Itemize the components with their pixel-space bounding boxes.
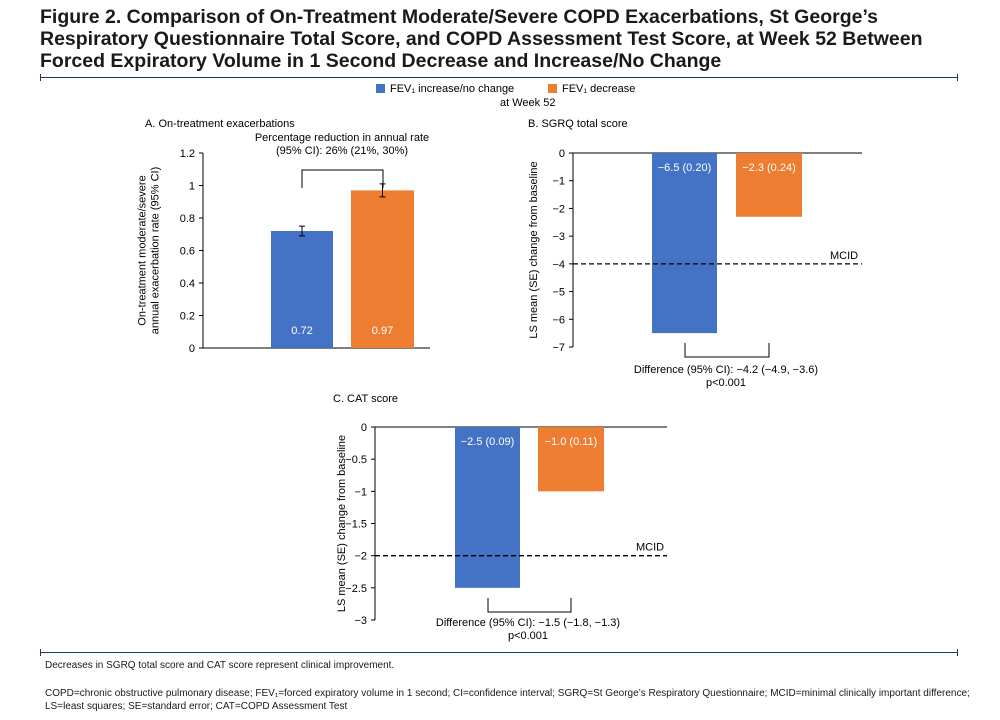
charts-canvas: A. On-treatment exacerbations 0 0.2 0.4 0.6 0… <box>137 118 862 642</box>
mcid-label-b: MCID <box>830 250 858 262</box>
annotation-a: (95% CI): 26% (21%, 30%) <box>276 145 408 157</box>
y-tick-label-b: −7 <box>552 342 565 354</box>
bar-b-decrease <box>736 153 802 217</box>
y-tick-label-c: −1.5 <box>345 519 367 531</box>
y-tick-label-c: −2 <box>354 551 367 563</box>
legend-swatch-orange <box>548 84 557 93</box>
legend-swatch-blue <box>376 84 385 93</box>
comparison-bracket-b <box>684 343 770 358</box>
y-axis-label-c: LS mean (SE) change from baseline <box>336 435 348 612</box>
panel-title-c: C. CAT score <box>333 393 398 405</box>
footnote-divider <box>40 649 958 656</box>
bar-c-increase <box>455 427 520 588</box>
y-tick-label-b: 0 <box>559 148 565 160</box>
y-tick-label-a: 1.2 <box>180 148 195 160</box>
y-tick-label-a: 0.6 <box>180 246 195 258</box>
bar-value-label-b: −2.3 (0.24) <box>742 162 796 174</box>
bar-value-label-a: 0.72 <box>291 325 312 337</box>
footnote-clinical: Decreases in SGRQ total score and CAT sc… <box>45 660 395 671</box>
bar-a-increase <box>271 231 333 348</box>
y-tick-label-b: −3 <box>552 231 565 243</box>
y-tick-label-b: −4 <box>552 259 565 271</box>
legend-subtitle: at Week 52 <box>500 97 556 109</box>
y-tick-label-c: 0 <box>361 422 367 434</box>
legend-item-decrease: FEV₁ decrease <box>548 83 635 96</box>
title-divider <box>40 74 958 81</box>
annotation-a: Percentage reduction in annual rate <box>255 132 429 144</box>
figure-title: Figure 2. Comparison of On-Treatment Mod… <box>40 6 923 72</box>
annotation-b: Difference (95% CI): −4.2 (−4.9, −3.6) <box>634 364 818 376</box>
bar-b-increase <box>652 153 717 334</box>
bar-value-label-a: 0.97 <box>372 325 393 337</box>
bar-value-label-b: −6.5 (0.20) <box>658 162 712 174</box>
y-tick-label-a: 0.2 <box>180 311 195 323</box>
y-tick-label-c: −3 <box>354 615 367 627</box>
y-tick-label-a: 0.4 <box>180 278 195 290</box>
y-tick-label-b: −6 <box>552 314 565 326</box>
y-axis-label-b: LS mean (SE) change from baseline <box>528 161 540 338</box>
panel-title-b: B. SGRQ total score <box>528 118 628 130</box>
footnote-abbrev-1: COPD=chronic obstructive pulmonary disea… <box>45 688 970 699</box>
legend-item-increase: FEV₁ increase/no change <box>376 83 514 96</box>
bar-a-decrease <box>351 190 414 348</box>
y-axis-label-a: On-treatment moderate/severe <box>137 175 149 325</box>
annotation-b: p<0.001 <box>706 377 746 389</box>
bar-c-decrease <box>538 427 604 492</box>
annotation-c: Difference (95% CI): −1.5 (−1.8, −1.3) <box>436 617 620 629</box>
y-axis-label-a: annual exacerbation rate (95% CI) <box>150 167 162 335</box>
footnote-abbrev-2: LS=least squares; SE=standard error; CAT… <box>45 701 348 712</box>
y-tick-label-b: −5 <box>552 287 565 299</box>
comparison-bracket-c <box>487 598 572 613</box>
mcid-label-c: MCID <box>636 542 664 554</box>
y-tick-label-b: −1 <box>552 176 565 188</box>
comparison-bracket-a <box>301 169 384 188</box>
y-tick-label-a: 0 <box>189 343 195 355</box>
bar-value-label-c: −1.0 (0.11) <box>545 436 598 448</box>
annotation-c: p<0.001 <box>508 630 548 642</box>
y-tick-label-c: −1 <box>354 486 367 498</box>
legend-label-decrease: FEV₁ decrease <box>562 83 636 95</box>
y-tick-label-c: −2.5 <box>345 583 367 595</box>
y-tick-label-c: −0.5 <box>345 454 367 466</box>
legend-label-increase: FEV₁ increase/no change <box>390 83 515 95</box>
y-tick-label-b: −2 <box>552 203 565 215</box>
bar-value-label-c: −2.5 (0.09) <box>461 436 515 448</box>
y-tick-label-a: 0.8 <box>180 213 195 225</box>
panel-title-a: A. On-treatment exacerbations <box>145 118 295 130</box>
y-tick-label-a: 1 <box>189 181 195 193</box>
